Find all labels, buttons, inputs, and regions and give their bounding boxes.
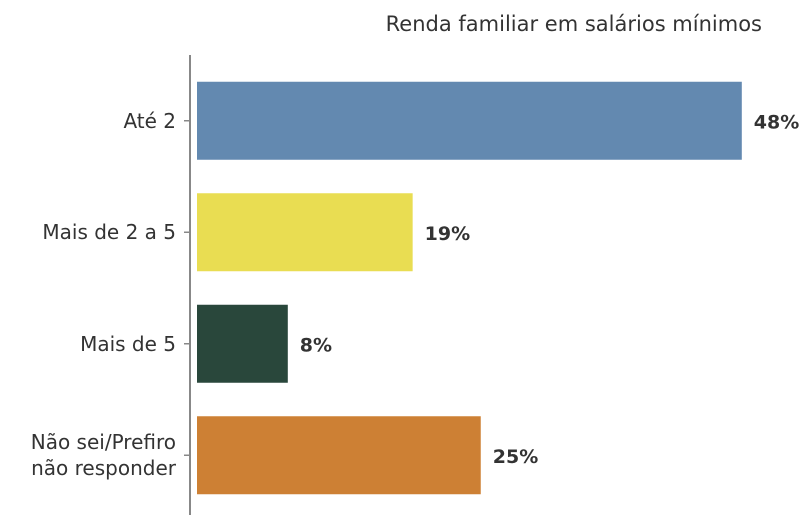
chart-title: Renda familiar em salários mínimos	[385, 12, 762, 36]
value-label: 8%	[300, 334, 332, 356]
value-label: 19%	[425, 223, 470, 245]
value-label: 48%	[754, 111, 799, 133]
category-label: Até 2	[123, 108, 176, 133]
category-label: Não sei/Prefiro não responder	[30, 430, 176, 481]
bar	[197, 416, 481, 495]
category-label: Mais de 5	[80, 331, 176, 356]
category-label: Mais de 2 a 5	[42, 220, 176, 245]
value-label: 25%	[493, 446, 538, 468]
bar	[197, 81, 742, 160]
bar	[197, 304, 288, 383]
bar	[197, 193, 413, 272]
